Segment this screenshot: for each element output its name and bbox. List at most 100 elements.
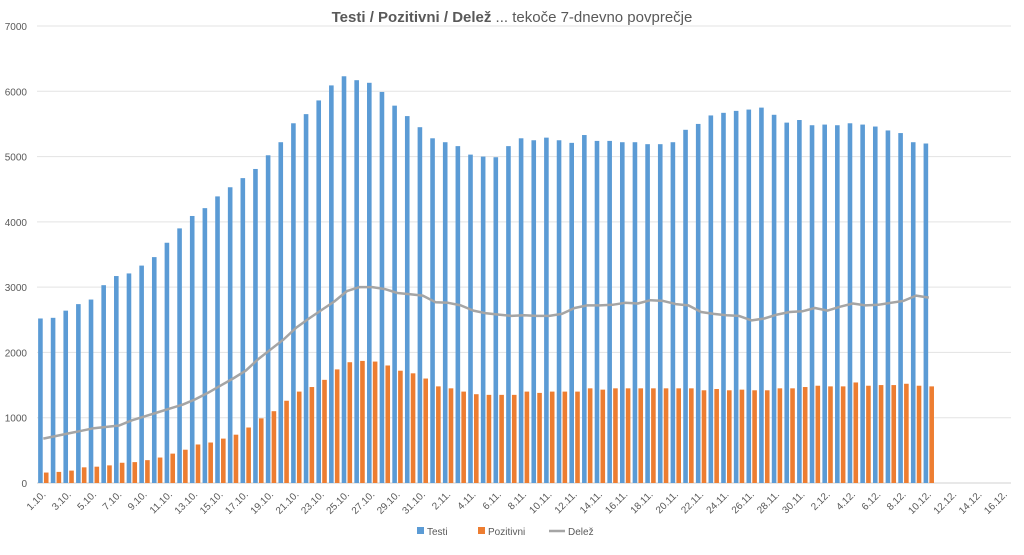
bar-pozitivni <box>739 389 745 483</box>
x-tick-label: 14.11. <box>578 489 605 516</box>
bar-pozitivni <box>828 386 833 483</box>
bar-testi <box>101 285 106 483</box>
x-tick-label: 21.10. <box>274 489 301 516</box>
bar-pozitivni <box>853 382 859 483</box>
bar-pozitivni <box>334 369 340 483</box>
bar-pozitivni <box>56 471 62 483</box>
bar-pozitivni <box>246 427 251 483</box>
bar-pozitivni <box>638 388 644 483</box>
bar-pozitivni <box>587 388 593 483</box>
bar-pozitivni <box>145 460 150 483</box>
bar-pozitivni <box>625 388 631 483</box>
bar-pozitivni <box>549 391 555 483</box>
bar-pozitivni <box>663 388 669 483</box>
bar-pozitivni <box>878 385 884 483</box>
bar-pozitivni <box>651 388 656 483</box>
bar-testi <box>50 317 56 483</box>
x-tick-label: 2.11. <box>430 489 453 512</box>
gridlines <box>37 25 1011 484</box>
bar-pozitivni <box>802 387 808 483</box>
bar-pozitivni <box>600 389 606 483</box>
bar-testi <box>607 140 612 483</box>
bar-pozitivni <box>233 434 239 483</box>
bar-pozitivni <box>157 457 163 483</box>
x-tick-label: 16.11. <box>603 489 630 516</box>
bar-pozitivni <box>537 392 542 483</box>
bar-pozitivni <box>777 388 783 483</box>
bar-pozitivni <box>208 442 213 483</box>
bar-pozitivni <box>486 394 492 483</box>
bar-pozitivni <box>195 444 201 483</box>
x-tick-label: 8.12. <box>885 489 909 513</box>
bar-pozitivni <box>81 467 87 483</box>
bar-testi <box>367 82 372 483</box>
legend-swatch <box>417 527 424 534</box>
bar-testi <box>708 115 714 483</box>
bar-testi <box>771 114 777 483</box>
bar-testi <box>329 85 334 483</box>
x-tick-label: 3.10. <box>50 489 74 513</box>
bar-pozitivni <box>726 390 732 483</box>
bar-pozitivni <box>752 390 757 483</box>
bar-pozitivni <box>790 388 795 483</box>
x-tick-label: 20.11. <box>654 489 681 516</box>
x-tick-label: 1.10. <box>25 489 49 513</box>
bar-testi <box>88 299 94 483</box>
legend-swatch <box>478 527 485 534</box>
x-tick-label: 2.12. <box>809 489 833 513</box>
legend-label: Delež <box>568 527 594 538</box>
x-tick-label: 17.10. <box>223 489 250 516</box>
bar-pozitivni <box>309 387 315 483</box>
bar-testi <box>392 105 397 484</box>
bar-pozitivni <box>69 470 74 483</box>
y-tick-label: 6000 <box>5 87 28 98</box>
x-tick-label: 9.10. <box>126 489 150 513</box>
bar-pozitivni <box>347 362 353 483</box>
bar-pozitivni <box>398 370 403 483</box>
bar-testi <box>240 178 246 483</box>
bar-testi <box>354 80 359 484</box>
bar-pozitivni <box>107 465 112 483</box>
bar-pozitivni <box>524 391 530 483</box>
bar-pozitivni <box>360 360 365 483</box>
bar-pozitivni <box>448 388 454 483</box>
bar-testi <box>619 142 625 484</box>
bar-testi <box>76 304 81 483</box>
y-tick-label: 1000 <box>5 414 28 425</box>
line-series <box>43 285 929 440</box>
bar-testi <box>733 110 739 483</box>
bar-testi <box>594 140 600 483</box>
bar-pozitivni <box>499 394 504 483</box>
bar-testi <box>202 208 208 483</box>
x-tick-label: 11.10. <box>148 489 175 516</box>
bar-pozitivni <box>284 400 289 483</box>
bar-pozitivni <box>613 388 618 483</box>
y-tick-label: 0 <box>21 479 27 490</box>
bar-pozitivni <box>929 386 934 483</box>
bar-testi <box>253 168 258 483</box>
bar-testi <box>923 143 929 483</box>
bar-pozitivni <box>410 373 416 483</box>
x-tick-label: 6.11. <box>481 489 504 512</box>
x-tick-label: 8.11. <box>506 489 529 512</box>
bar-testi <box>797 120 802 484</box>
x-tick-label: 12.11. <box>553 489 580 516</box>
bar-testi <box>809 125 815 483</box>
bar-pozitivni <box>815 385 821 483</box>
bar-testi <box>126 273 132 483</box>
y-tick-label: 4000 <box>5 218 28 229</box>
bar-pozitivni <box>840 386 846 483</box>
bar-testi <box>278 142 284 484</box>
bar-pozitivni <box>436 386 441 483</box>
chart-title-bold: Testi / Pozitivni / Delež <box>332 9 492 26</box>
x-tick-label: 31.10. <box>400 489 427 516</box>
x-tick-label: 27.10. <box>350 489 377 516</box>
bar-testi <box>468 154 473 483</box>
bar-pozitivni <box>94 466 100 483</box>
bar-testi <box>746 109 752 484</box>
bar-pozitivni <box>461 391 466 483</box>
bar-pozitivni <box>904 383 909 483</box>
x-tick-label: 10.12. <box>906 489 933 516</box>
bar-pozitivni <box>372 361 378 483</box>
x-tick-label: 13.10. <box>173 489 200 516</box>
